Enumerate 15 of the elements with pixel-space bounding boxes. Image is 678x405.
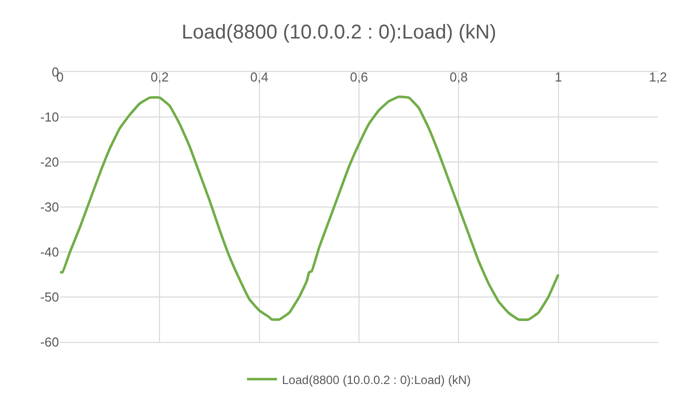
x-tick-label: 0,4 bbox=[250, 70, 268, 84]
y-tick-label: -30 bbox=[40, 200, 59, 215]
line-series bbox=[60, 96, 560, 321]
chart-title: Load(8800 (10.0.0.2 : 0):Load) (kN) bbox=[182, 21, 496, 44]
x-tick-label: 0,6 bbox=[350, 70, 368, 84]
y-tick-label: -40 bbox=[40, 244, 59, 260]
x-tick-label: 0,2 bbox=[150, 70, 169, 84]
y-tick-label: -20 bbox=[40, 154, 59, 170]
legend-label: Load(8800 (10.0.0.2 : 0):Load) (kN) bbox=[282, 372, 471, 387]
x-tick-label: 0,8 bbox=[450, 70, 468, 84]
x-tick-label: 1 bbox=[554, 70, 562, 84]
y-tick-label: -60 bbox=[40, 334, 59, 350]
y-tick-label: -10 bbox=[40, 110, 59, 125]
y-tick-label: -50 bbox=[40, 290, 59, 305]
x-tick-label: 1,2 bbox=[648, 70, 668, 84]
